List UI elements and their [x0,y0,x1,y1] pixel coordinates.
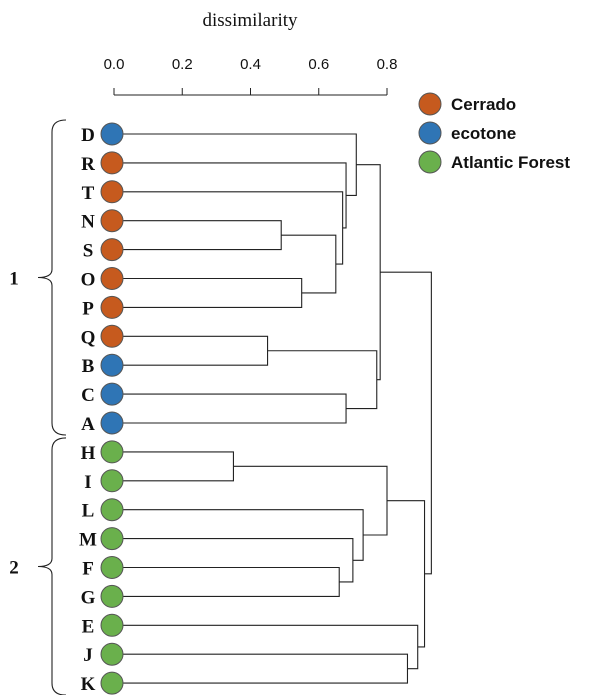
branch-link [123,220,282,251]
leaf-label: R [81,154,95,175]
leaf-label: K [81,674,96,695]
branch-link [123,162,347,229]
branch-link [356,164,381,381]
leaf-dot [100,295,124,319]
branch-link [233,465,388,536]
leaf-dot [100,411,124,435]
branch-link [281,234,337,294]
leaf-dot [100,584,124,608]
branch-link [123,451,234,482]
legend-label: Cerrado [451,95,516,114]
group-brackets: 12 [9,119,67,695]
leaf-label: P [82,298,94,319]
leaf-label: I [84,472,91,493]
tick-label: 0.2 [172,56,193,73]
leaf-dot [100,353,124,377]
leaf-label: F [82,559,94,580]
branch-link [267,350,378,410]
leaf-label: S [83,241,94,262]
leaf-dot [100,209,124,233]
leaf-label: E [82,616,95,637]
branch-link [123,393,347,424]
branch-link [123,277,303,308]
leaf-label: J [83,645,93,666]
branch-link [123,653,409,684]
branch-link [123,509,364,561]
legend-swatch [418,121,442,145]
group-label: 2 [9,558,19,579]
tick-label: 0.0 [104,56,125,73]
branch-link [123,566,340,597]
leaf-label: L [82,501,95,522]
legend-swatch [418,150,442,174]
leaf-label: T [82,183,95,204]
leaf-dot [100,382,124,406]
leaf-dot [100,613,124,637]
leaf-dot [100,671,124,695]
leaf-dot [100,151,124,175]
tick-label: 0.8 [377,56,398,73]
branch-link [123,538,354,583]
leaf-label: A [81,414,95,435]
leaf-dot [100,469,124,493]
leaf-label: Q [81,327,96,348]
branch-link [123,133,357,196]
leaf-label: D [81,125,95,146]
legend-label: ecotone [451,124,516,143]
leaf-label: B [82,356,95,377]
leaf-label: N [81,212,95,233]
branch-link [123,335,269,366]
branch-link [380,271,432,575]
leaf-dot [100,324,124,348]
leaf-label: M [79,530,97,551]
group-bracket [37,437,67,695]
group-bracket [37,119,67,436]
leaf-dot [100,498,124,522]
leaf-dot [100,440,124,464]
leaf-dot [100,122,124,146]
leaf-dot [100,180,124,204]
leaf-label: O [81,270,96,291]
leaf-label: C [81,385,95,406]
branch-link [123,624,419,670]
leaf-label: G [81,587,96,608]
dendrogram-branches [123,133,432,684]
leaf-dot [100,238,124,262]
leaf-dot [100,527,124,551]
legend: Cerrado ecotone Atlantic Forest [418,92,570,174]
branch-link [123,191,344,265]
legend-label: Atlantic Forest [451,153,570,172]
leaf-dot [100,642,124,666]
tick-label: 0.4 [240,56,261,73]
axis-title: dissimilarity [203,10,299,31]
dissimilarity-axis: 0.0 0.2 0.4 0.6 0.8 [104,56,398,96]
group-label: 1 [9,269,19,290]
tick-label: 0.6 [308,56,329,73]
legend-swatch [418,92,442,116]
leaf-label: H [81,443,96,464]
leaf-dot [100,556,124,579]
leaf-dot [100,267,124,290]
